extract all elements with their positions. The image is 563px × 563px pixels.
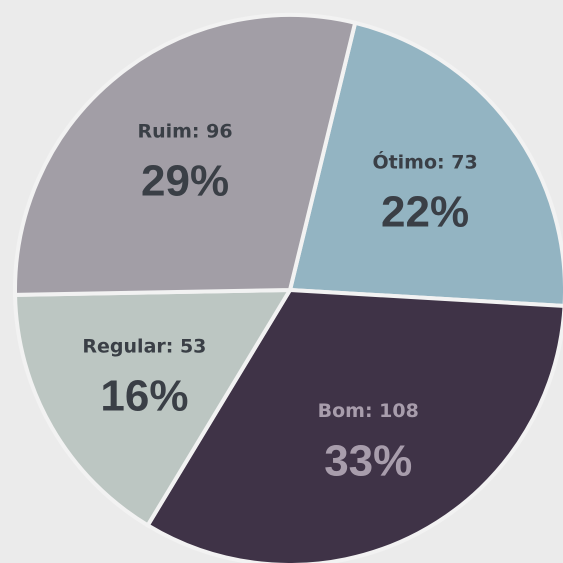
slice-percent: 22% [381,188,469,237]
slice-percent: 33% [324,436,412,485]
pie-slice [13,13,358,297]
slice-percent: 16% [100,371,188,420]
slice-percent: 29% [141,156,229,205]
pie-slice [13,287,294,529]
pie-slice [287,20,563,308]
slice-label: Regular: 53 [82,335,206,357]
slice-label: Ótimo: 73 [372,150,477,174]
slice-label: Ruim: 96 [137,120,232,142]
pie-slice [144,287,563,563]
slice-label: Bom: 108 [318,400,419,422]
